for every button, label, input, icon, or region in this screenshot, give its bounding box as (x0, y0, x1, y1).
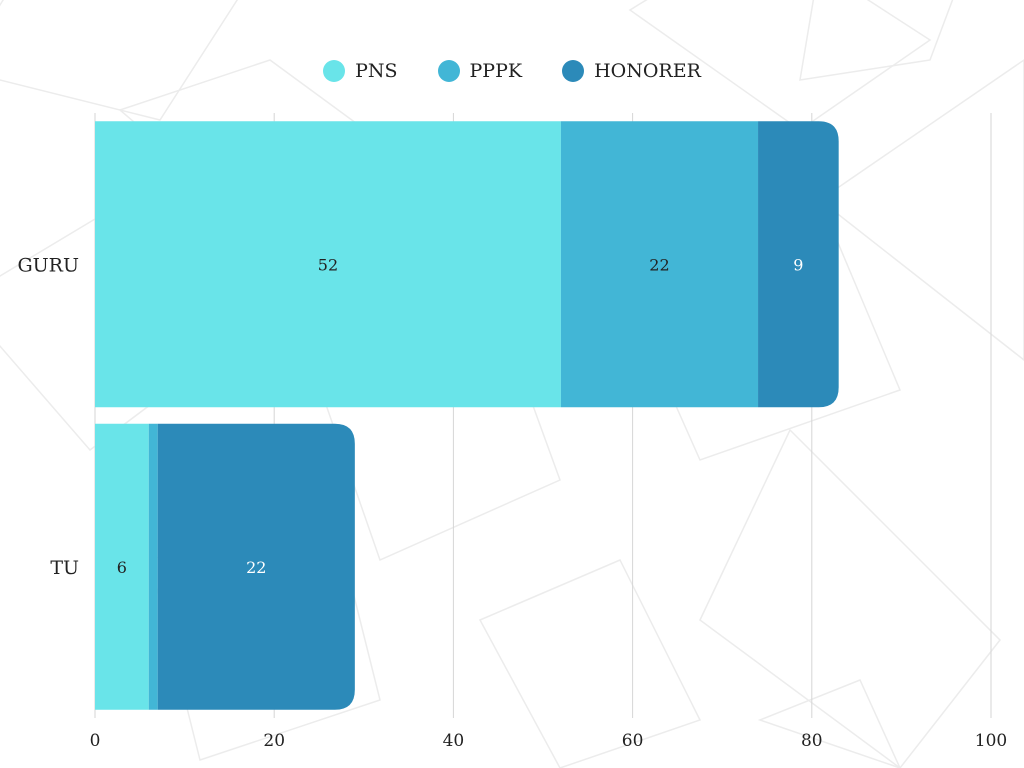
bar-guru-pppk[interactable] (560, 121, 759, 408)
legend: PNS PPPK HONORER (0, 60, 1024, 82)
category-label-tu: TU (50, 557, 79, 579)
x-axis-tick-labels: 0 20 40 60 80 100 (90, 731, 1008, 751)
legend-swatch-honorer (562, 60, 585, 82)
legend-label-pppk: PPPK (469, 60, 523, 82)
bar-value-label-tu-honorer: 22 (246, 558, 266, 577)
legend-label-pns: PNS (355, 60, 398, 82)
bar-guru-honorer[interactable] (758, 121, 839, 408)
bars: 52 22 9 6 22 (95, 121, 839, 710)
bar-tu-pns[interactable] (95, 423, 149, 710)
legend-label-honorer: HONORER (594, 60, 701, 82)
bar-value-label-tu-pns: 6 (117, 558, 127, 577)
x-tick-label-5: 100 (975, 731, 1007, 751)
legend-swatch-pppk (437, 60, 460, 82)
legend-item-pns[interactable]: PNS (323, 60, 398, 82)
x-tick-label-1: 20 (263, 731, 285, 751)
bar-value-label-guru-pns: 52 (318, 255, 338, 274)
x-tick-label-2: 40 (443, 731, 465, 751)
legend-item-honorer[interactable]: HONORER (562, 60, 701, 82)
x-tick-label-0: 0 (90, 731, 101, 751)
category-labels: GURU TU (17, 254, 79, 579)
bar-value-label-guru-honorer: 9 (793, 255, 803, 274)
category-label-guru: GURU (17, 254, 79, 276)
bar-tu-honorer[interactable] (157, 423, 355, 710)
x-tick-label-3: 60 (622, 731, 644, 751)
bar-tu-pppk[interactable] (148, 423, 158, 710)
legend-item-pppk[interactable]: PPPK (437, 60, 523, 82)
legend-swatch-pns (323, 60, 346, 82)
bar-guru-pns[interactable] (95, 121, 561, 408)
x-tick-label-4: 80 (801, 731, 823, 751)
bar-value-label-guru-pppk: 22 (649, 255, 669, 274)
